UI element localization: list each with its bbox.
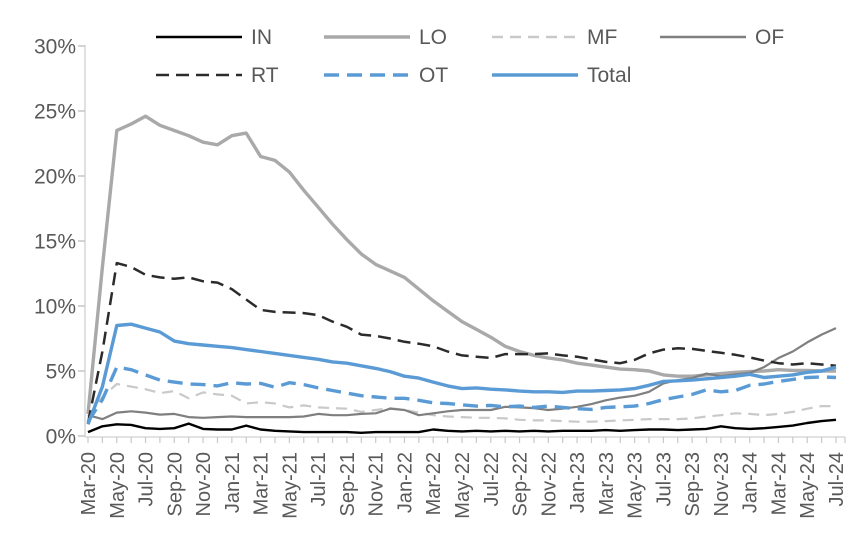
legend-item-of: OF [660,26,784,49]
legend-item-total: Total [492,64,631,87]
y-tick-label: 15% [34,230,76,253]
legend-label: OT [419,64,448,87]
x-tick-label: Jul-21 [308,452,330,506]
x-tick-label: Mar-21 [251,452,273,515]
series-line-rt [86,261,837,424]
x-tick-label: Jan-23 [567,452,589,513]
y-tick-label: 30% [34,35,76,58]
x-tick-label: Sep-20 [164,452,186,517]
x-tick-label: Jan-24 [740,452,762,513]
series-line-in [87,418,837,434]
x-tick-label: Jul-20 [136,452,158,506]
series-line-lo [86,114,836,415]
y-axis-labels: 0% 5% 10% 15% 20% 25% 30% [34,35,76,448]
x-tick-label: Sep-21 [337,452,359,517]
x-tick-label: Mar-24 [768,452,790,515]
legend-label: Total [587,64,631,87]
x-tick-label: Jul-24 [826,452,848,506]
axes [78,45,846,443]
x-axis-labels: Mar-20 May-20 Jul-20 Sep-20 Nov-20 Jan-21 Mar-… [78,452,848,519]
x-tick-label: Jul-22 [481,452,503,506]
x-tick-label: Mar-22 [423,452,445,515]
x-tick-label: May-22 [452,452,474,519]
x-tick-label: May-24 [797,452,819,519]
legend-item-mf: MF [492,26,617,49]
y-tick-label: 5% [46,360,76,383]
series-lines [86,114,837,434]
x-tick-label: Jan-21 [222,452,244,513]
x-tick-label: Nov-22 [538,452,560,516]
chart-legend: IN LO MF OF RT OT Total [156,26,784,87]
x-tick-label: Jan-22 [394,452,416,513]
x-tick-label: Nov-23 [711,452,733,516]
legend-item-lo: LO [324,26,447,49]
x-tick-label: Mar-20 [78,452,100,515]
y-tick-label: 20% [34,165,76,188]
legend-label: LO [419,26,447,49]
x-tick-label: Sep-23 [682,452,704,517]
x-tick-label: May-21 [279,452,301,519]
x-tick-label: Nov-21 [366,452,388,516]
y-tick-label: 0% [46,425,76,448]
x-tick-label: Sep-22 [510,452,532,517]
legend-label: RT [251,64,279,87]
x-tick-label: Nov-20 [193,452,215,516]
legend-label: MF [587,26,617,49]
y-tick-label: 10% [34,295,76,318]
series-line-of [87,327,837,421]
legend-item-in: IN [156,26,272,49]
legend-label: OF [755,26,784,49]
x-tick-label: Mar-23 [596,452,618,515]
legend-item-rt: RT [156,64,279,87]
x-tick-label: Jul-23 [653,452,675,506]
x-tick-label: May-20 [107,452,129,519]
series-line-mf [87,382,836,423]
series-line-total [86,322,837,425]
legend-label: IN [251,26,272,49]
x-tick-label: May-23 [625,452,647,519]
y-tick-label: 25% [34,100,76,123]
legend-item-ot: OT [324,64,448,87]
